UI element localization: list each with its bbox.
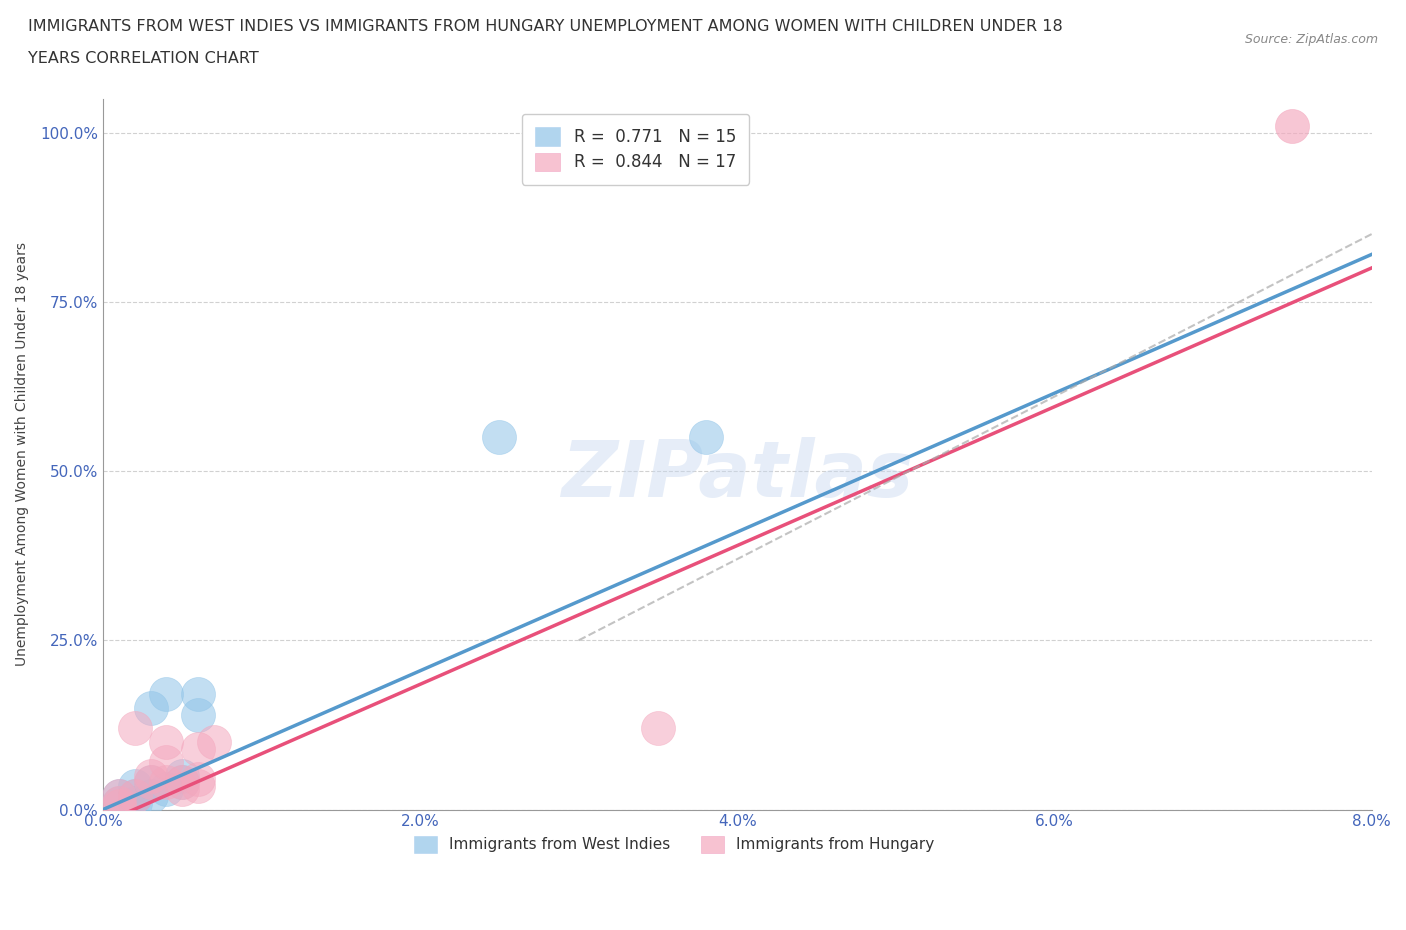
Point (1281, 118, 1303, 133)
Point (124, 789, 146, 804)
Point (155, 735, 177, 750)
Y-axis label: Unemployment Among Women with Children Under 18 years: Unemployment Among Women with Children U… (15, 242, 30, 666)
Point (695, 430, 717, 445)
Point (172, 768, 194, 783)
Point (155, 775, 177, 790)
Point (155, 782, 177, 797)
Point (172, 782, 194, 797)
Point (202, 735, 225, 750)
Point (124, 789, 146, 804)
Point (124, 795, 146, 810)
Point (187, 708, 209, 723)
Text: Source: ZipAtlas.com: Source: ZipAtlas.com (1244, 33, 1378, 46)
Point (155, 687, 177, 702)
Point (139, 775, 162, 790)
Point (187, 741, 209, 756)
Point (488, 430, 510, 445)
Point (647, 721, 669, 736)
Point (108, 795, 131, 810)
Text: YEARS CORRELATION CHART: YEARS CORRELATION CHART (28, 51, 259, 66)
Point (124, 721, 146, 736)
Text: ZIPatlas: ZIPatlas (561, 437, 914, 513)
Point (108, 795, 131, 810)
Point (172, 775, 194, 790)
Point (155, 755, 177, 770)
Point (139, 789, 162, 804)
Point (172, 775, 194, 790)
Point (187, 687, 209, 702)
Text: IMMIGRANTS FROM WEST INDIES VS IMMIGRANTS FROM HUNGARY UNEMPLOYMENT AMONG WOMEN : IMMIGRANTS FROM WEST INDIES VS IMMIGRANT… (28, 19, 1063, 33)
Point (108, 799, 131, 814)
Point (139, 700, 162, 715)
Point (108, 789, 131, 804)
Point (139, 775, 162, 790)
Point (139, 768, 162, 783)
Point (187, 772, 209, 787)
Point (187, 778, 209, 793)
Legend: Immigrants from West Indies, Immigrants from Hungary: Immigrants from West Indies, Immigrants … (408, 830, 941, 858)
Point (108, 789, 131, 804)
Point (124, 778, 146, 793)
